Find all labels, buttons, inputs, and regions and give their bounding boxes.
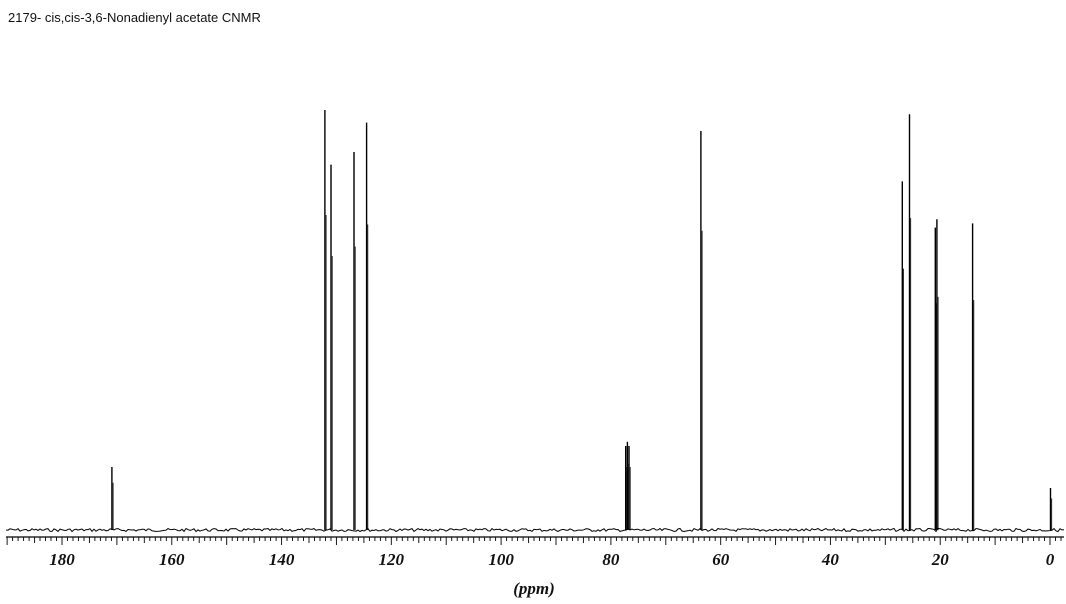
x-axis-title: (ppm) — [513, 579, 555, 598]
x-tick-label: 60 — [712, 550, 730, 569]
peaks-layer — [111, 110, 1053, 530]
x-tick-label: 100 — [488, 550, 514, 569]
x-tick-label: 140 — [269, 550, 295, 569]
x-tick-labels: 180 160 140 120 100 80 60 40 20 0 — [49, 550, 1055, 569]
x-tick-label: 20 — [931, 550, 950, 569]
spectrum-baseline — [5, 527, 1065, 533]
x-tick-label: 120 — [379, 550, 405, 569]
x-tick-label: 80 — [602, 550, 620, 569]
x-tick-label: 180 — [49, 550, 75, 569]
x-tick-label: 40 — [821, 550, 840, 569]
x-axis — [6, 536, 1064, 545]
x-tick-label: 0 — [1046, 550, 1055, 569]
x-tick-label: 160 — [159, 550, 185, 569]
baseline-layer — [5, 527, 1065, 533]
chart-title: 2179- cis,cis-3,6-Nonadienyl acetate CNM… — [8, 10, 261, 25]
